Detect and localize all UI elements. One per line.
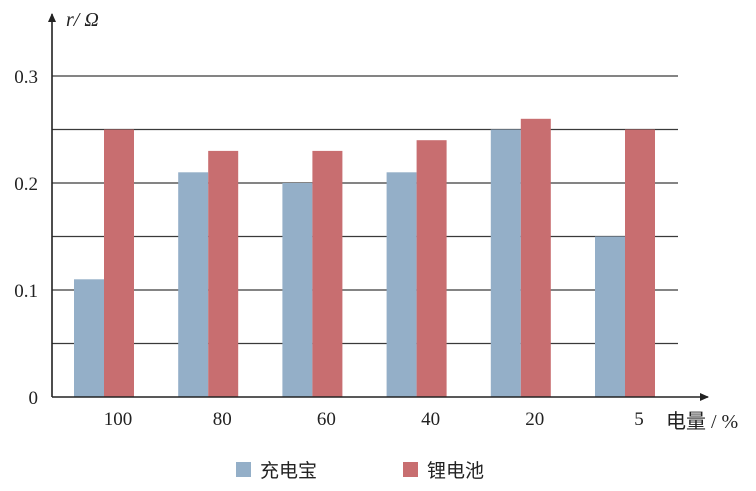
bar-lithium-battery-60 [312,150,343,397]
legend-swatch-power-bank [236,462,251,477]
y-tick-label: 0.3 [14,67,38,88]
x-axis-label: 电量 / % [666,410,738,433]
bar-power-bank-5 [595,236,625,397]
bar-lithium-battery-5 [625,129,655,397]
x-tick-label: 20 [525,409,544,430]
legend-label-lithium-battery: 锂电池 [427,460,484,482]
x-tick-labels: 100 80 60 40 20 5 [104,409,644,430]
x-tick-label: 80 [213,409,232,430]
grid-lines [52,75,678,345]
bar-power-bank-80 [178,172,209,397]
x-tick-label: 5 [634,409,644,430]
bar-lithium-battery-80 [208,150,239,397]
bars-group [74,118,655,398]
y-tick-label: 0 [29,388,39,409]
bar-power-bank-60 [282,183,313,397]
bar-lithium-battery-40 [416,140,447,397]
axes [48,13,709,401]
x-tick-label: 40 [421,409,440,430]
bar-lithium-battery-100 [104,129,134,397]
y-tick-label: 0.1 [14,281,38,302]
legend: 充电宝 锂电池 [236,460,484,482]
legend-swatch-lithium-battery [403,462,418,477]
bar-power-bank-20 [490,129,521,397]
x-tick-label: 60 [317,409,336,430]
y-tick-label: 0.2 [14,174,38,195]
bar-power-bank-40 [386,172,417,397]
y-axis-label: r/ Ω [66,9,99,31]
bar-lithium-battery-20 [520,118,551,398]
bar-power-bank-100 [74,279,104,397]
legend-label-power-bank: 充电宝 [260,460,317,482]
x-tick-label: 100 [104,409,133,430]
y-tick-labels: 0 0.1 0.2 0.3 [14,67,38,409]
